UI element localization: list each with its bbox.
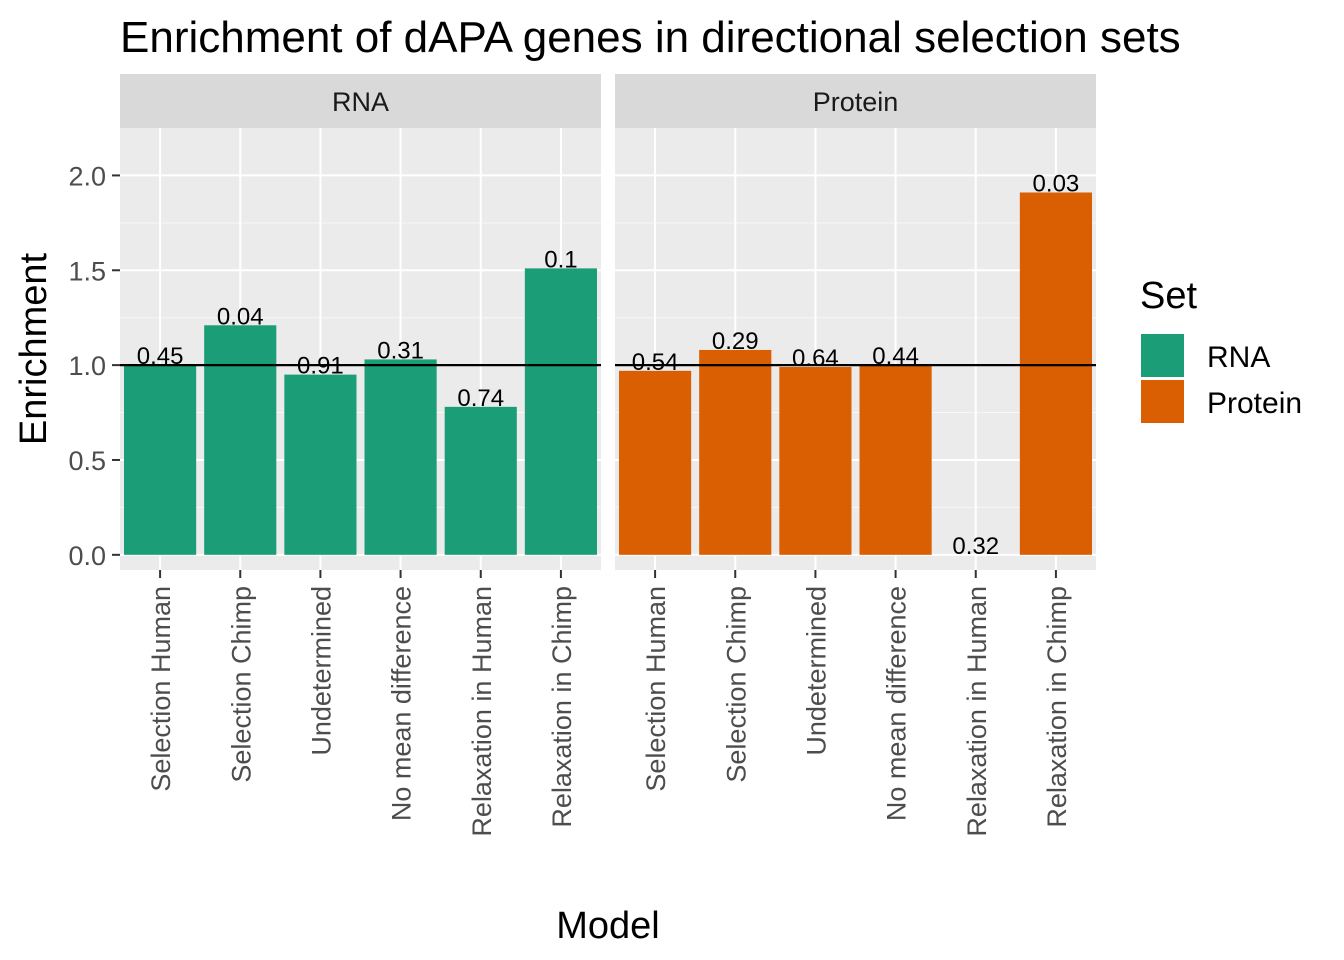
y-axis-ticks: 0.0 0.5 1.0 1.5 2.0 xyxy=(68,161,120,571)
panel-background xyxy=(615,128,1096,570)
facet-strip-label: RNA xyxy=(332,87,389,117)
bar-value-label: 0.54 xyxy=(632,349,679,376)
bar-protein-4 xyxy=(859,365,932,555)
bar-protein-6 xyxy=(1019,192,1092,555)
x-tick-label: Selection Human xyxy=(146,586,176,792)
facet-strip xyxy=(615,74,1096,128)
bar-rna-4 xyxy=(364,359,437,555)
bar-rna-1 xyxy=(124,365,197,555)
x-tick-label: No mean difference xyxy=(387,586,417,821)
bar-value-label: 0.64 xyxy=(792,345,839,372)
y-tick-label: 1.5 xyxy=(68,256,106,286)
x-tick-label: Undetermined xyxy=(801,586,831,756)
bar-value-label: 0.29 xyxy=(712,328,759,355)
bar-value-label: 0.74 xyxy=(457,385,504,412)
x-tick-label: Relaxation in Human xyxy=(962,586,992,837)
legend: Set RNA Protein xyxy=(1140,275,1302,423)
bar-protein-2 xyxy=(699,349,772,555)
legend-swatch-protein xyxy=(1141,380,1184,423)
x-tick-label: Relaxation in Human xyxy=(467,586,497,837)
bar-rna-2 xyxy=(204,325,277,555)
x-tick-label: No mean difference xyxy=(882,586,912,821)
x-tick-label: Relaxation in Chimp xyxy=(547,586,577,828)
y-tick-label: 1.0 xyxy=(68,351,106,381)
legend-label: RNA xyxy=(1207,341,1270,374)
y-tick-label: 0.5 xyxy=(68,446,106,476)
bar-value-label: 0.04 xyxy=(217,303,264,330)
bar-value-label: 0.31 xyxy=(377,337,424,364)
y-tick-label: 0.0 xyxy=(68,541,106,571)
facet-strip xyxy=(120,74,601,128)
bar-value-label: 0.03 xyxy=(1033,170,1080,197)
legend-swatch-rna xyxy=(1141,334,1184,377)
bar-value-label: 0.32 xyxy=(952,533,999,560)
legend-label: Protein xyxy=(1207,387,1302,420)
x-tick-label: Selection Human xyxy=(641,586,671,792)
bar-protein-1 xyxy=(619,370,692,555)
bar-rna-5 xyxy=(444,406,517,555)
y-axis-title: Enrichment xyxy=(13,252,55,445)
panel-background xyxy=(120,128,601,570)
bar-value-label: 0.1 xyxy=(544,246,577,273)
x-tick-label: Selection Chimp xyxy=(721,586,751,783)
bar-protein-3 xyxy=(779,367,852,555)
y-tick-label: 2.0 xyxy=(68,161,106,191)
legend-title: Set xyxy=(1140,275,1197,317)
x-tick-label: Relaxation in Chimp xyxy=(1042,586,1072,828)
x-tick-label: Selection Chimp xyxy=(226,586,256,783)
x-axis-title: Model xyxy=(556,905,660,947)
x-tick-label: Undetermined xyxy=(306,586,336,756)
facet-strip-label: Protein xyxy=(813,87,899,117)
chart-title: Enrichment of dAPA genes in directional … xyxy=(120,13,1181,62)
bar-rna-3 xyxy=(284,374,357,555)
bar-rna-6 xyxy=(524,268,597,555)
